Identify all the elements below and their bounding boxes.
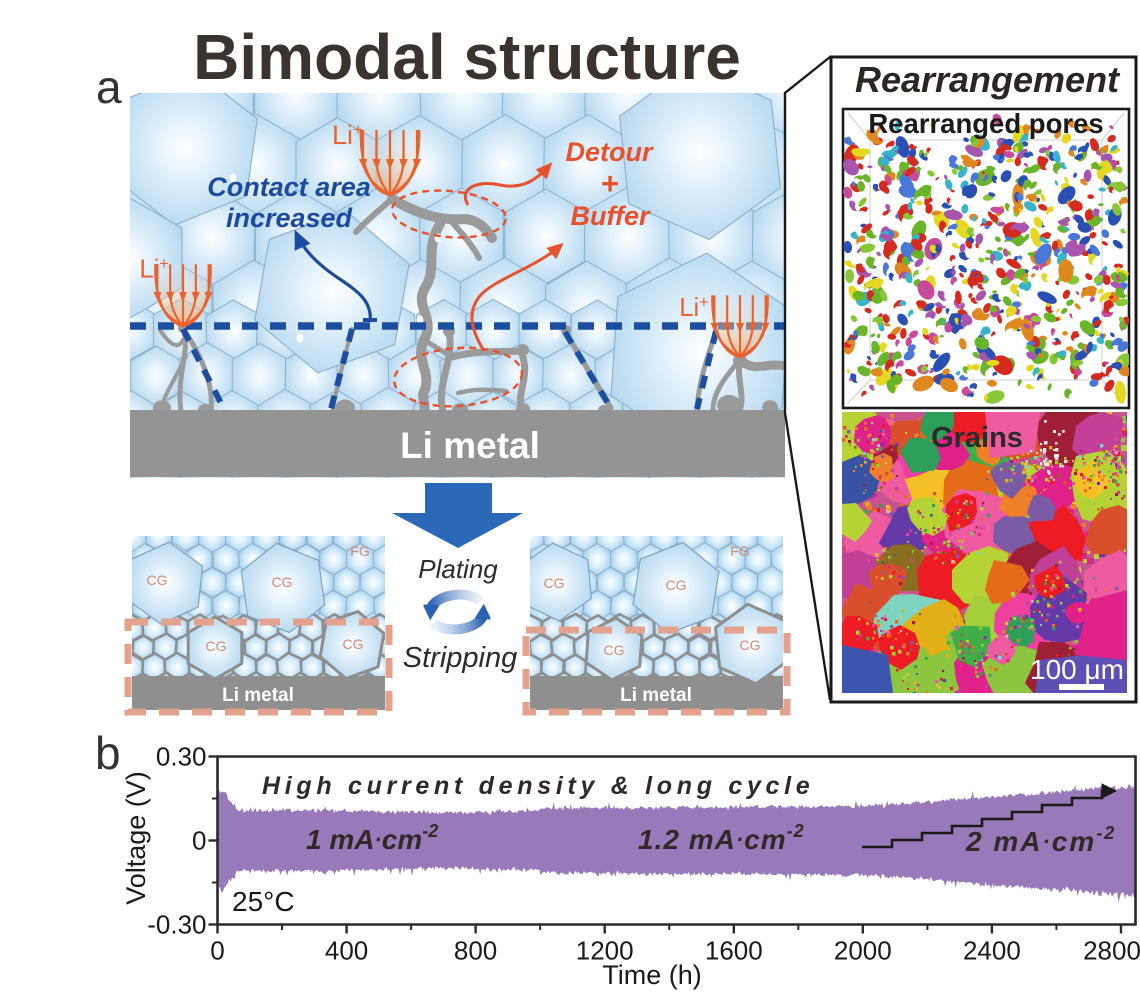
svg-text:Buffer: Buffer (570, 201, 651, 231)
svg-text:1 mA·cm-2: 1 mA·cm-2 (306, 821, 438, 855)
svg-text:400: 400 (325, 936, 368, 966)
svg-text:2800: 2800 (1083, 936, 1140, 966)
svg-text:Rearrangement: Rearrangement (855, 59, 1121, 100)
svg-text:High current density & long cy: High current density & long cycle (262, 772, 814, 800)
svg-text:Stripping: Stripping (403, 642, 517, 674)
svg-text:0: 0 (210, 936, 224, 966)
svg-text:FG: FG (350, 543, 369, 559)
svg-text:1200: 1200 (576, 936, 634, 966)
svg-text:Time (h): Time (h) (602, 960, 702, 990)
svg-text:2400: 2400 (963, 936, 1021, 966)
svg-text:CG: CG (343, 636, 364, 652)
svg-text:increased: increased (226, 203, 353, 233)
svg-text:0.30: 0.30 (156, 742, 207, 772)
svg-text:CG: CG (740, 637, 761, 653)
svg-text:100 μm: 100 μm (1030, 654, 1124, 685)
svg-text:1.2 mA·cm-2: 1.2 mA·cm-2 (638, 821, 805, 855)
svg-text:Li metal: Li metal (620, 685, 692, 706)
svg-text:+: + (601, 166, 619, 201)
svg-text:CG: CG (666, 577, 687, 593)
svg-text:Plating: Plating (418, 554, 498, 584)
svg-text:a: a (96, 61, 122, 113)
svg-text:CG: CG (147, 572, 168, 588)
svg-text:FG: FG (730, 543, 749, 559)
svg-text:Grains: Grains (931, 422, 1023, 454)
svg-text:Voltage (V): Voltage (V) (121, 771, 151, 905)
svg-text:-0.30: -0.30 (147, 910, 206, 940)
svg-text:2 mA·cm-2: 2 mA·cm-2 (965, 823, 1116, 857)
svg-text:1600: 1600 (705, 936, 763, 966)
svg-text:Li metal: Li metal (222, 685, 294, 706)
svg-text:2000: 2000 (834, 936, 892, 966)
svg-text:Contact area: Contact area (207, 172, 371, 202)
svg-text:Li+: Li+ (679, 294, 708, 323)
svg-text:25°C: 25°C (232, 886, 295, 917)
svg-text:Li metal: Li metal (400, 425, 540, 466)
svg-text:Detour: Detour (566, 137, 654, 167)
svg-text:800: 800 (454, 936, 497, 966)
svg-text:CG: CG (604, 642, 625, 658)
svg-text:CG: CG (272, 574, 293, 590)
svg-text:0: 0 (192, 826, 206, 856)
svg-text:CG: CG (206, 638, 227, 654)
svg-text:b: b (95, 727, 121, 779)
svg-text:CG: CG (544, 575, 565, 591)
svg-text:Rearranged pores: Rearranged pores (868, 108, 1103, 139)
svg-text:Bimodal structure: Bimodal structure (193, 21, 741, 93)
